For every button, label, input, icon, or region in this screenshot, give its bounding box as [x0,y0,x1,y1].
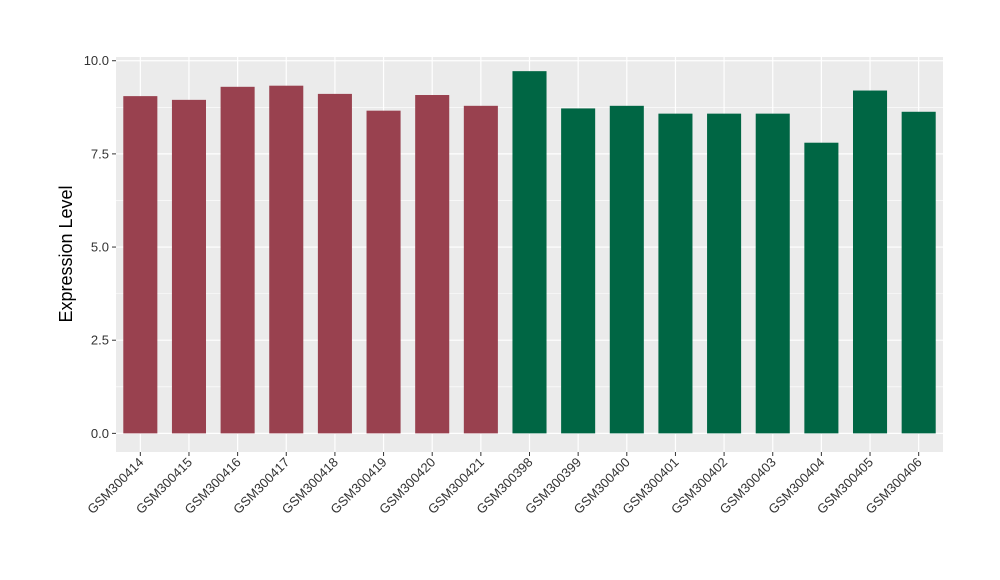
bar-GSM300421 [463,105,498,434]
bar-GSM300403 [755,113,790,434]
bar-GSM300419 [366,110,401,434]
bar-GSM300400 [609,105,644,434]
y-tick-label: 0.0 [91,426,109,441]
bar-GSM300406 [901,111,936,434]
bar-GSM300402 [707,113,742,434]
bar-GSM300420 [415,95,450,434]
bar-GSM300404 [804,142,839,434]
bar-GSM300417 [269,85,304,434]
bar-GSM300415 [171,99,206,434]
y-tick-label: 5.0 [91,240,109,255]
x-axis: GSM300414GSM300415GSM300416GSM300417GSM3… [84,452,925,517]
bar-GSM300405 [853,90,888,434]
bar-GSM300401 [658,113,693,434]
bar-GSM300414 [123,96,158,434]
y-tick-label: 2.5 [91,333,109,348]
y-tick-label: 7.5 [91,146,109,161]
bar-GSM300398 [512,71,547,434]
y-tick-label: 10.0 [84,53,109,68]
y-axis-title: Expression Level [56,185,76,322]
bar-GSM300418 [317,93,352,434]
bar-GSM300416 [220,86,255,434]
bars [123,71,936,434]
y-axis: 0.0 2.5 5.0 7.5 10.0 [84,53,116,441]
bar-GSM300399 [561,108,596,434]
